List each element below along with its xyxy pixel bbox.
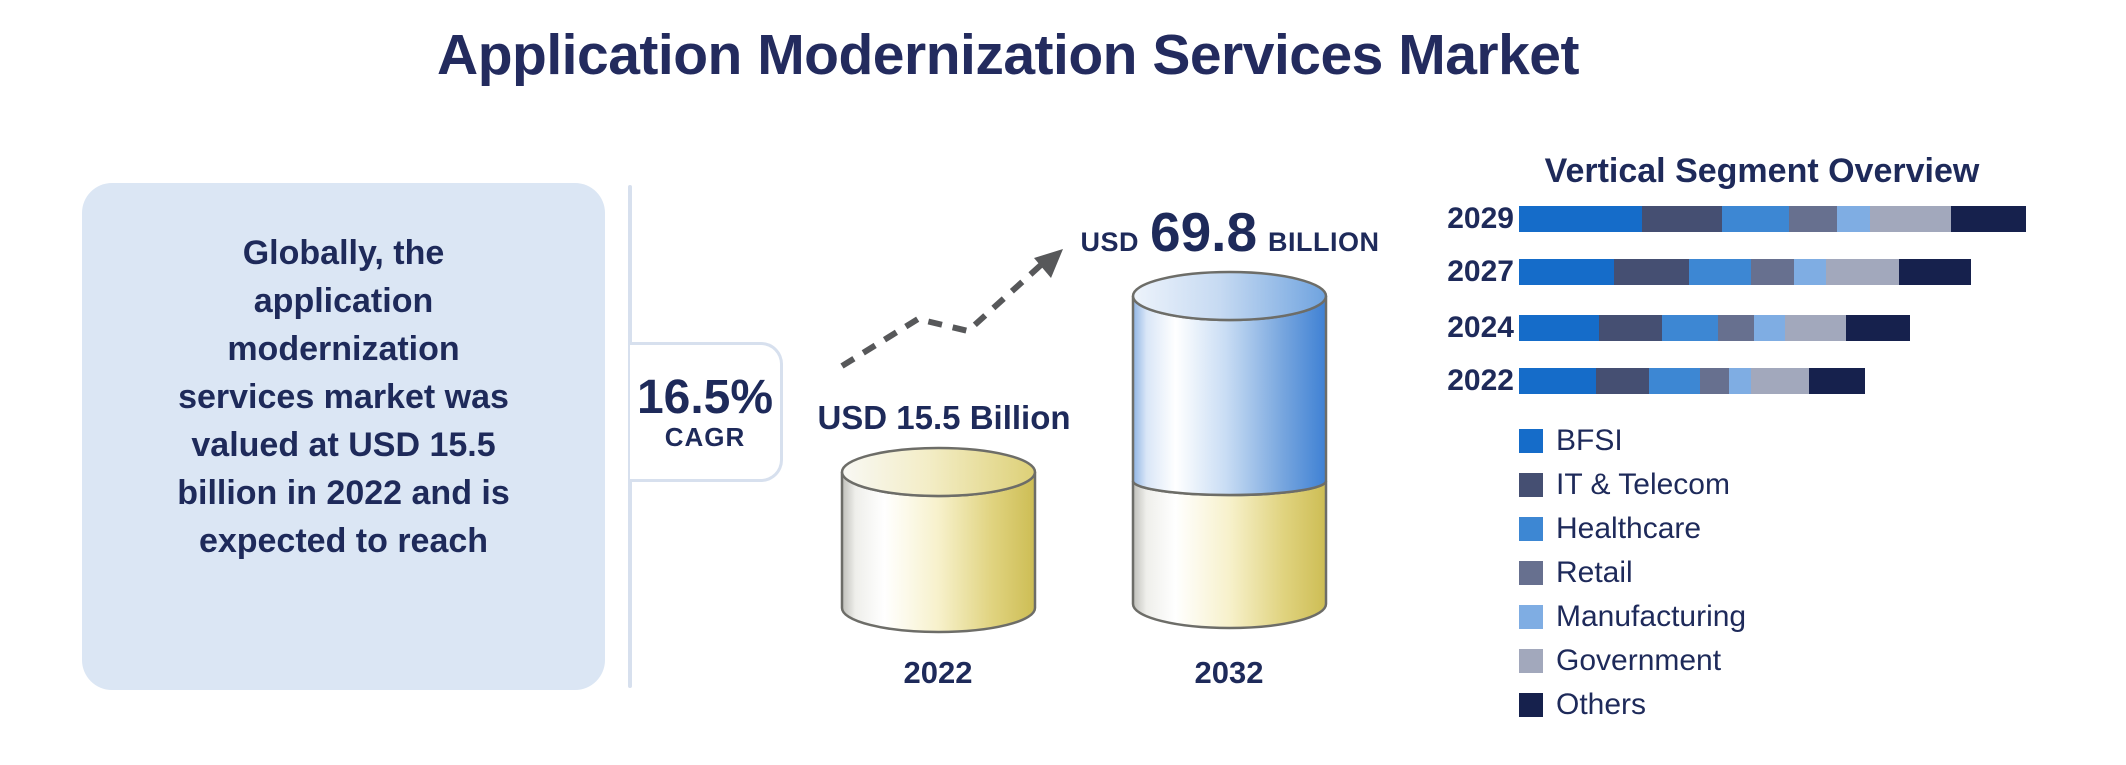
usd-prefix: USD [1080,227,1139,257]
stacked-bar [1519,259,1971,285]
stacked-bar-rows: 2029 2027 2024 2022 [1442,202,2126,397]
usd-value: 69.8 [1149,201,1258,263]
bar-year-label: 2027 [1447,255,1514,288]
bar-row-2027: 2027 [1442,255,1971,288]
axis-label-2022: 2022 [903,655,973,690]
summary-line: expected to reach [198,522,489,560]
segment-chart-title: Vertical Segment Overview [1544,152,1980,190]
value-label-2022: USD 15.5 Billion [817,399,1071,436]
bar-segment [1718,315,1754,341]
bar-segment [1751,259,1794,285]
page-title: Application Modernization Services Marke… [437,23,1579,87]
legend-item: IT & Telecom [1519,470,1746,500]
legend-swatch-icon [1519,473,1543,497]
bar-segment [1729,368,1751,394]
legend-item: Others [1519,690,1746,720]
legend-item: Manufacturing [1519,602,1746,632]
stacked-bar [1519,315,1910,341]
bar-segment [1837,206,1870,232]
bar-segment [1794,259,1826,285]
bar-segment [1689,259,1751,285]
bar-segment [1809,368,1865,394]
bar-segment [1870,206,1951,232]
cagr-callout: 16.5% CAGR [630,342,783,482]
legend-swatch-icon [1519,429,1543,453]
bar-year-label: 2024 [1447,311,1514,344]
summary-line: valued at USD 15.5 [191,426,496,464]
summary-line: modernization [227,330,460,368]
bar-segment [1700,368,1729,394]
bar-segment [1722,206,1789,232]
legend-label: Others [1556,688,1647,721]
bar-year-label: 2029 [1447,202,1514,235]
bar-segment [1826,259,1899,285]
bar-segment [1785,315,1846,341]
legend-label: Manufacturing [1556,600,1747,633]
bar-segment [1789,206,1837,232]
bar-segment [1846,315,1910,341]
legend-item: Government [1519,646,1746,676]
legend-swatch-icon [1519,605,1543,629]
bar-row-2029: 2029 [1442,202,2026,235]
legend-label: IT & Telecom [1556,468,1730,501]
bar-segment [1599,315,1662,341]
legend-item: BFSI [1519,426,1746,456]
legend-swatch-icon [1519,693,1543,717]
axis-label-2032: 2032 [1194,655,1264,690]
summary-line: Globally, the [242,234,445,272]
legend-item: Retail [1519,558,1746,588]
bar-segment [1899,259,1971,285]
summary-line: services market was [178,378,509,416]
legend-label: Retail [1556,556,1633,589]
legend-label: Healthcare [1556,512,1702,545]
cagr-label: CAGR [664,422,746,452]
legend-item: Healthcare [1519,514,1746,544]
stacked-bar [1519,206,2026,232]
bar-segment [1642,206,1722,232]
summary-line: billion in 2022 and is [177,474,510,512]
bar-segment [1754,315,1785,341]
bar-segment [1596,368,1649,394]
bar-segment [1519,206,1642,232]
stacked-bar [1519,368,1865,394]
bar-segment [1614,259,1689,285]
legend-label: BFSI [1556,424,1623,457]
bar-segment [1751,368,1809,394]
bar-segment [1951,206,2026,232]
cylinder-2022 [840,446,1037,634]
bar-row-2022: 2022 [1442,364,1865,397]
bar-segment [1519,315,1599,341]
legend-swatch-icon [1519,561,1543,585]
bar-segment [1519,259,1614,285]
bar-segment [1662,315,1718,341]
legend-label: Government [1556,644,1722,677]
bar-segment [1649,368,1700,394]
bar-year-label: 2022 [1447,364,1514,397]
bar-segment [1519,368,1596,394]
value-label-2032: USD 69.8 BILLION [1080,200,1380,264]
summary-box: Globally, the application modernization ser… [82,183,605,690]
legend-swatch-icon [1519,649,1543,673]
bar-row-2024: 2024 [1442,311,1910,344]
usd-suffix: BILLION [1268,227,1380,257]
legend: BFSI IT & Telecom Healthcare Retail Manufact… [1519,426,1746,734]
summary-text: Globally, the application modernization ser… [177,229,510,690]
cylinder-2032 [1131,270,1328,630]
summary-line: application [253,282,434,320]
legend-swatch-icon [1519,517,1543,541]
cagr-value: 16.5% [636,371,774,424]
